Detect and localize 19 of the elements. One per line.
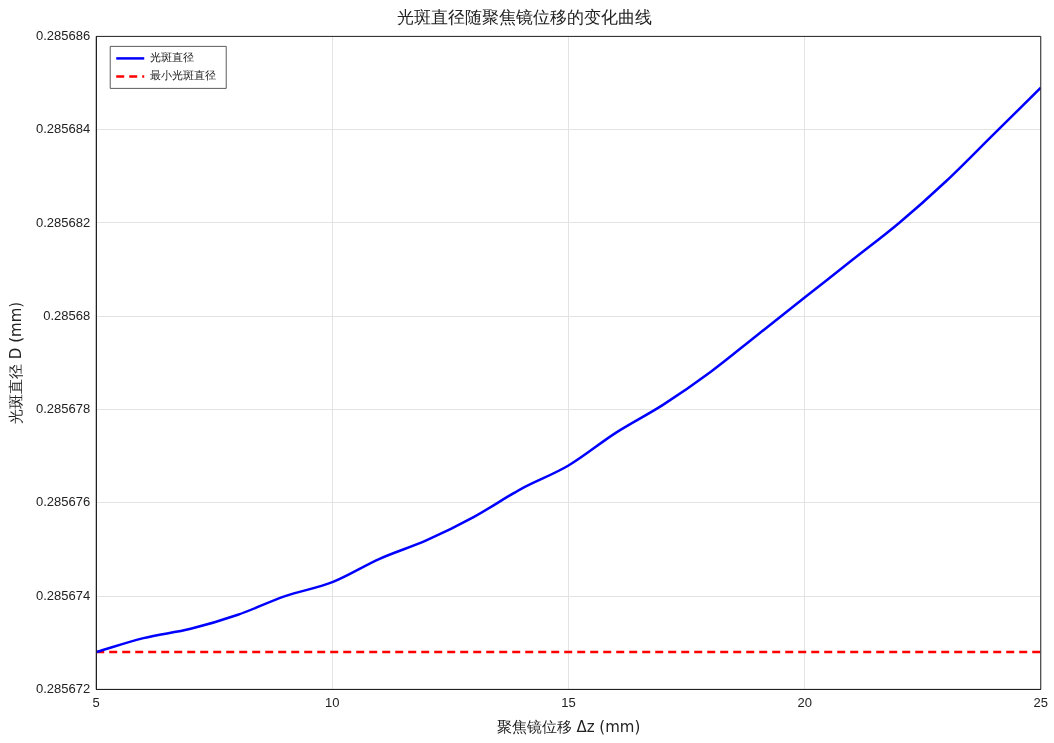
y-tick-label: 0.285674: [35, 587, 91, 603]
x-tick-label: 15: [561, 694, 576, 710]
x-axis-title: 聚焦镜位移 Δz (mm): [496, 717, 641, 736]
y-tick-label: 0.28568: [43, 307, 91, 323]
legend-label: 光斑直径: [150, 51, 195, 65]
y-axis-title: 光斑直径 D (mm): [6, 301, 25, 424]
x-tick-label: 25: [1033, 694, 1048, 710]
y-tick-label: 0.285676: [35, 494, 91, 510]
chart-title: 光斑直径随聚焦镜位移的变化曲线: [396, 6, 652, 27]
x-tick-label: 20: [797, 694, 812, 710]
line-series: [96, 86, 1041, 654]
y-tick-label: 0.285672: [35, 680, 91, 696]
x-tick-label: 10: [325, 694, 340, 710]
legend-label: 最小光斑直径: [150, 69, 217, 83]
y-tick-label: 0.285678: [35, 401, 91, 417]
y-tick-label: 0.285682: [35, 214, 91, 230]
y-tick-label: 0.285684: [35, 121, 91, 137]
x-tick-label: 5: [92, 694, 100, 710]
y-tick-label: 0.285686: [35, 27, 91, 43]
